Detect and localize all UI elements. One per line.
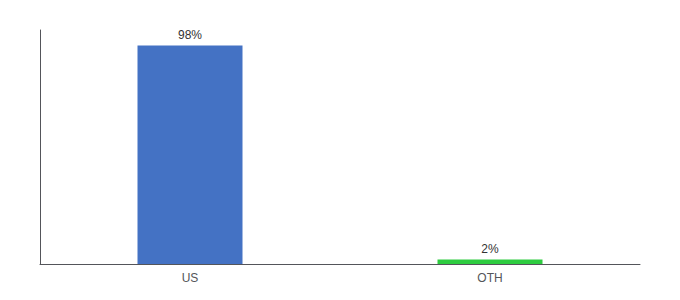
svg-text:98%: 98% bbox=[178, 28, 202, 42]
svg-text:2%: 2% bbox=[481, 242, 499, 256]
svg-text:OTH: OTH bbox=[477, 271, 502, 285]
svg-text:US: US bbox=[182, 271, 199, 285]
